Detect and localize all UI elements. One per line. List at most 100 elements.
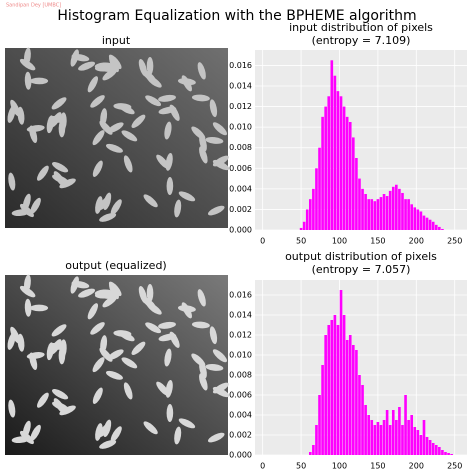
rice-grain bbox=[19, 285, 36, 298]
bar bbox=[339, 290, 343, 455]
rice-grain bbox=[145, 322, 162, 334]
output-image bbox=[5, 274, 230, 455]
rice-grain bbox=[207, 432, 225, 443]
rice-grain bbox=[199, 373, 208, 391]
x-tick-label: 150 bbox=[370, 237, 385, 246]
bar bbox=[361, 188, 364, 230]
rice-grain bbox=[52, 162, 69, 173]
rice-grain bbox=[100, 335, 108, 354]
bar bbox=[422, 215, 426, 230]
rice-grain bbox=[92, 160, 103, 177]
bar bbox=[348, 335, 352, 455]
bar bbox=[391, 186, 395, 230]
rice-grain bbox=[20, 430, 34, 445]
rice-grain bbox=[24, 71, 32, 90]
bar bbox=[422, 420, 426, 455]
bar bbox=[324, 335, 327, 455]
y-tick-label: 0.012 bbox=[229, 331, 252, 340]
bar bbox=[315, 425, 318, 455]
bar bbox=[379, 425, 383, 455]
rice-grain bbox=[17, 333, 25, 352]
plot-area bbox=[255, 50, 467, 230]
rice-grain bbox=[99, 439, 117, 449]
rice-grain bbox=[37, 392, 49, 408]
rice-grain bbox=[71, 281, 90, 289]
bar bbox=[428, 219, 432, 230]
rice-grain bbox=[123, 155, 133, 173]
bar bbox=[388, 425, 392, 455]
rice-grain bbox=[138, 286, 148, 304]
image-title: input bbox=[102, 34, 131, 47]
rice-grain bbox=[191, 94, 210, 102]
rice-grain bbox=[94, 62, 113, 70]
rice-grain bbox=[30, 304, 49, 312]
rice-grain bbox=[51, 324, 67, 337]
y-tick-label: 0.008 bbox=[229, 143, 252, 152]
rice-grain bbox=[105, 370, 123, 380]
bar bbox=[413, 207, 417, 230]
bar bbox=[391, 410, 395, 455]
rice-grain bbox=[78, 288, 96, 298]
rice-grain bbox=[48, 115, 67, 123]
rice-grain bbox=[156, 154, 170, 169]
rice-grain bbox=[30, 197, 41, 214]
bar bbox=[401, 425, 404, 455]
chart-subtitle: (entropy = 7.057) bbox=[312, 263, 411, 276]
bar bbox=[324, 106, 327, 230]
x-tick-label: 200 bbox=[409, 462, 424, 471]
bar bbox=[315, 168, 318, 230]
rice-grain bbox=[158, 106, 177, 115]
bar bbox=[367, 199, 370, 230]
y-tick-label: 0.000 bbox=[229, 226, 252, 235]
bar bbox=[355, 350, 358, 455]
bar bbox=[416, 430, 420, 455]
bar bbox=[370, 199, 374, 230]
bar bbox=[342, 315, 346, 455]
rice-grain bbox=[146, 75, 162, 88]
bar bbox=[379, 197, 383, 230]
bar bbox=[410, 415, 414, 455]
y-tick-label: 0.002 bbox=[229, 431, 252, 440]
rice-grain bbox=[7, 105, 16, 123]
bar bbox=[444, 452, 447, 455]
bar bbox=[388, 190, 392, 230]
y-tick-label: 0.012 bbox=[229, 102, 252, 111]
rice-grain bbox=[209, 326, 218, 345]
x-tick-label: 0 bbox=[260, 237, 265, 246]
rice-grain bbox=[8, 172, 16, 191]
bar bbox=[321, 365, 324, 455]
rice-grain bbox=[166, 404, 174, 423]
bar bbox=[428, 440, 432, 455]
bar bbox=[373, 425, 377, 455]
bar bbox=[333, 75, 337, 230]
rice-grain bbox=[178, 418, 196, 429]
rice-grain bbox=[166, 177, 174, 196]
bar bbox=[358, 375, 361, 455]
y-tick-label: 0.016 bbox=[229, 61, 252, 70]
rice-grain bbox=[181, 75, 192, 92]
rice-grain bbox=[24, 298, 32, 317]
bar bbox=[395, 184, 398, 230]
bar bbox=[327, 325, 331, 455]
bar bbox=[336, 325, 340, 455]
rice-grain bbox=[174, 199, 182, 218]
rice-grain bbox=[87, 76, 99, 93]
x-tick-label: 250 bbox=[447, 237, 462, 246]
plot-area bbox=[255, 280, 467, 455]
y-tick-label: 0.006 bbox=[229, 391, 252, 400]
bar bbox=[352, 137, 355, 230]
rice-grain bbox=[158, 321, 176, 329]
y-tick-label: 0.014 bbox=[229, 311, 252, 320]
y-tick-label: 0.014 bbox=[229, 82, 252, 91]
rice-grain bbox=[78, 61, 96, 71]
rice-grain bbox=[52, 389, 69, 400]
rice-grain bbox=[29, 352, 38, 370]
bar bbox=[431, 221, 435, 230]
bar bbox=[361, 385, 364, 455]
bar bbox=[305, 209, 309, 230]
rice-grain bbox=[164, 348, 172, 367]
bar bbox=[382, 194, 386, 230]
rice-grain bbox=[174, 426, 182, 445]
rice-grain bbox=[212, 159, 230, 171]
bar bbox=[404, 199, 407, 230]
